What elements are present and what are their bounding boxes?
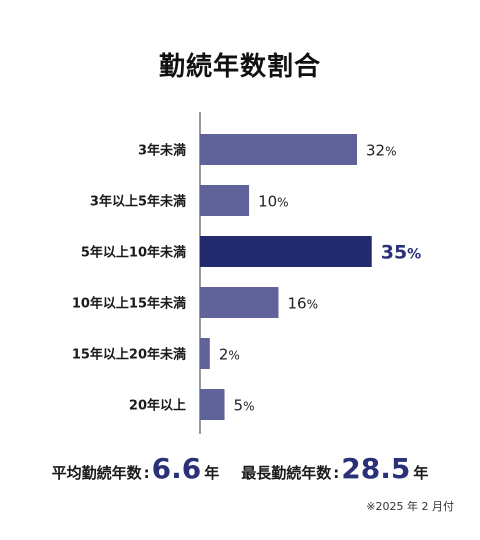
bar xyxy=(200,185,250,216)
data-label: 2% xyxy=(219,346,240,364)
bar xyxy=(200,134,357,165)
bar xyxy=(200,389,225,420)
data-label: 10% xyxy=(258,193,289,211)
category-label: 5年以上10年未満 xyxy=(81,245,186,261)
chart-title: 勤続年数割合 xyxy=(158,52,321,82)
data-label: 16% xyxy=(288,295,319,313)
average-unit: 年 xyxy=(204,464,220,482)
category-label: 10年以上15年未満 xyxy=(72,296,186,312)
max-label: 最長勤続年数 xyxy=(241,464,332,482)
bar xyxy=(200,236,372,267)
average-value: 6.6 xyxy=(151,452,202,485)
bar xyxy=(200,338,210,369)
max-unit: 年 xyxy=(413,464,429,482)
category-label: 15年以上20年未満 xyxy=(72,347,186,363)
category-label: 3年未満 xyxy=(138,143,186,159)
bar-chart: 3年未満 32% 3年以上5年未満 10% 5年以上10年未満 35% 10年以上15年未満… xyxy=(72,112,421,434)
bar xyxy=(200,287,279,318)
max-value: 28.5 xyxy=(341,452,411,485)
data-label: 35% xyxy=(381,242,421,264)
data-label: 32% xyxy=(366,142,397,160)
category-label: 20年以上 xyxy=(129,398,186,414)
average-colon: : xyxy=(143,464,150,482)
category-label: 3年以上5年未満 xyxy=(90,194,186,210)
bars-group: 3年未満 32% 3年以上5年未満 10% 5年以上10年未満 35% 10年以上15年未満… xyxy=(72,134,421,420)
date-note: ※2025 年 2 月付 xyxy=(366,500,454,513)
summary-footer: 平均勤続年数 : 6.6 年 最長勤続年数 : 28.5 年 xyxy=(0,452,480,485)
average-label: 平均勤続年数 xyxy=(51,464,142,482)
max-colon: : xyxy=(333,464,340,482)
data-label: 5% xyxy=(234,397,255,415)
